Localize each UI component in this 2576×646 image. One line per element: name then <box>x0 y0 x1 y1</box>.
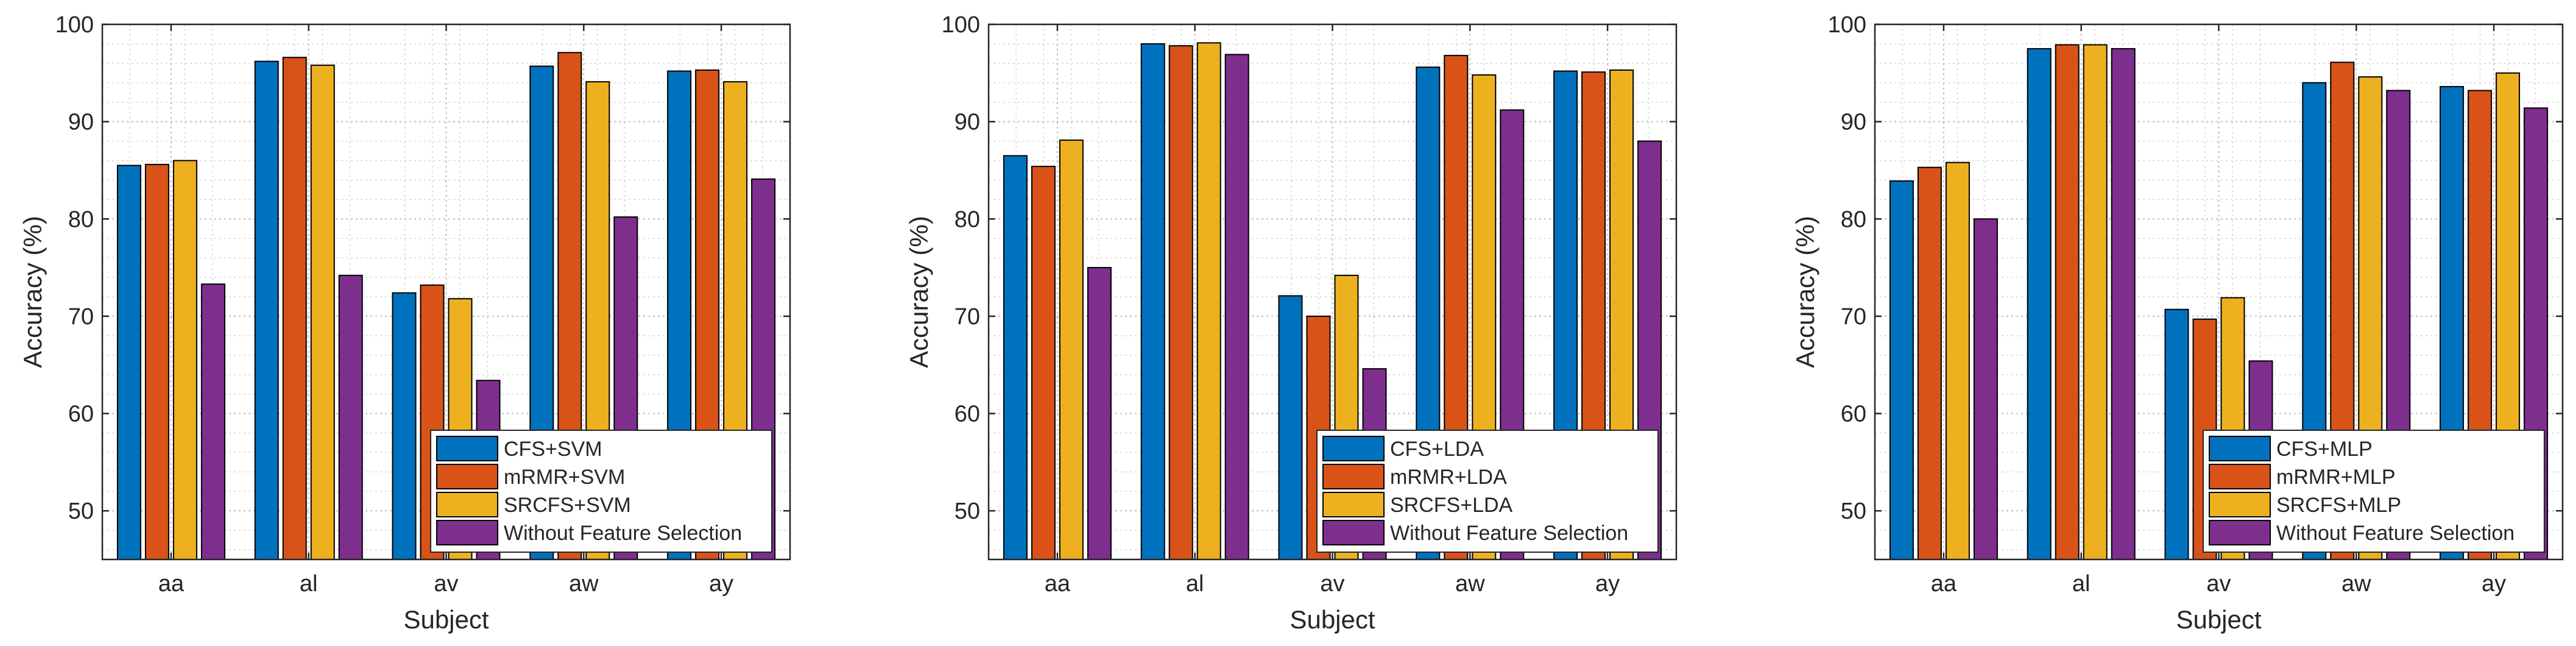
legend-swatch-4 <box>1322 520 1385 545</box>
legend-label-4: Without Feature Selection <box>1390 522 1628 545</box>
bar-al-series-2 <box>282 57 307 560</box>
legend-swatch-3 <box>1322 492 1385 517</box>
y-axis-title: Accuracy (%) <box>905 216 933 368</box>
legend-swatch-1 <box>1322 436 1385 461</box>
bar-aa-series-1 <box>1003 155 1028 560</box>
bar-av-series-1 <box>392 292 417 560</box>
bar-al-series-4 <box>338 274 363 560</box>
legend-label-4: Without Feature Selection <box>2276 522 2514 545</box>
bar-aa-series-4 <box>1087 267 1112 560</box>
legend-swatch-1 <box>436 436 498 461</box>
legend: CFS+LDA mRMR+LDA SRCFS+LDA Without Feature … <box>1316 430 1659 553</box>
bar-aa-series-1 <box>1889 180 1914 561</box>
y-tick-label: 60 <box>68 402 94 427</box>
legend-swatch-4 <box>2209 520 2271 545</box>
x-tick-label-al: al <box>1186 571 1204 597</box>
x-tick-label-aa: aa <box>1045 571 1071 597</box>
y-tick-label: 80 <box>68 207 94 232</box>
x-tick-label-ay: ay <box>2482 571 2506 597</box>
chart-panel-1: 50 60 70 80 90 100 aa al av aw ay Subject Accuracy (… <box>18 12 791 634</box>
legend-swatch-4 <box>436 520 498 545</box>
x-tick-label-aa: aa <box>158 571 185 597</box>
legend-label-2: mRMR+MLP <box>2276 466 2396 489</box>
bar-al-series-4 <box>2111 48 2136 560</box>
y-tick-label: 50 <box>68 499 94 524</box>
x-tick-label-aw: aw <box>569 571 599 597</box>
legend-swatch-3 <box>436 492 498 517</box>
y-axis-title: Accuracy (%) <box>1791 216 1819 368</box>
legend-swatch-2 <box>2209 464 2271 489</box>
y-tick-label: 60 <box>955 402 980 427</box>
x-tick-label-aw: aw <box>2341 571 2371 597</box>
x-tick-label-aw: aw <box>1455 571 1485 597</box>
y-tick-label: 70 <box>1841 304 1866 330</box>
bar-aa-series-1 <box>116 165 141 560</box>
x-tick-label-av: av <box>2206 571 2231 597</box>
bar-al-series-4 <box>1224 54 1249 561</box>
bar-av-series-1 <box>2164 308 2189 560</box>
bar-al-series-2 <box>2055 44 2080 561</box>
bar-al-series-3 <box>2083 44 2108 561</box>
bar-aa-series-3 <box>1059 139 1084 560</box>
bar-aa-series-3 <box>172 160 197 560</box>
x-tick-label-al: al <box>2072 571 2091 597</box>
y-tick-label: 100 <box>55 12 94 38</box>
chart-panel-3: 50 60 70 80 90 100 aa al av aw ay Subject Accuracy (… <box>1791 12 2564 634</box>
bar-aa-series-2 <box>1917 166 1942 560</box>
x-tick-label-av: av <box>434 571 458 597</box>
bar-al-series-1 <box>2027 48 2052 560</box>
legend-label-3: SRCFS+MLP <box>2276 494 2401 517</box>
y-tick-label: 100 <box>1828 12 1866 38</box>
y-tick-label: 70 <box>955 304 980 330</box>
y-tick-label: 90 <box>68 110 94 135</box>
bar-aa-series-4 <box>200 283 225 560</box>
bar-al-series-3 <box>1196 42 1221 560</box>
y-axis-title: Accuracy (%) <box>18 216 47 368</box>
legend-label-1: CFS+MLP <box>2276 438 2373 461</box>
x-tick-label-aa: aa <box>1931 571 1957 597</box>
y-tick-label: 90 <box>955 110 980 135</box>
x-tick-label-ay: ay <box>709 571 733 597</box>
x-axis-title: Subject <box>403 605 489 634</box>
y-tick-label: 80 <box>1841 207 1866 232</box>
legend-swatch-3 <box>2209 492 2271 517</box>
legend-label-3: SRCFS+SVM <box>504 494 631 517</box>
x-tick-label-ay: ay <box>1595 571 1620 597</box>
bar-aa-series-3 <box>1945 162 1970 560</box>
x-tick-label-av: av <box>1320 571 1344 597</box>
bar-al-series-2 <box>1168 45 1193 561</box>
bar-al-series-3 <box>310 65 335 560</box>
bar-av-series-1 <box>1278 295 1303 560</box>
legend-swatch-2 <box>436 464 498 489</box>
legend-label-1: CFS+SVM <box>504 438 602 461</box>
legend: CFS+MLP mRMR+MLP SRCFS+MLP Without Feature … <box>2203 430 2545 553</box>
y-tick-label: 80 <box>955 207 980 232</box>
bar-aa-series-4 <box>1973 218 1998 561</box>
bar-aa-series-2 <box>1031 166 1056 560</box>
legend-label-1: CFS+LDA <box>1390 438 1484 461</box>
y-tick-label: 50 <box>1841 499 1866 524</box>
legend-label-2: mRMR+SVM <box>504 466 625 489</box>
y-tick-label: 70 <box>68 304 94 330</box>
legend-label-3: SRCFS+LDA <box>1390 494 1513 517</box>
bar-al-series-1 <box>1140 43 1165 561</box>
y-tick-label: 90 <box>1841 110 1866 135</box>
bar-aa-series-2 <box>144 163 169 561</box>
x-axis-title: Subject <box>1290 605 1375 634</box>
y-tick-label: 50 <box>955 499 980 524</box>
bar-al-series-1 <box>254 60 279 561</box>
legend-label-2: mRMR+LDA <box>1390 466 1507 489</box>
legend: CFS+SVM mRMR+SVM SRCFS+SVM Without Feature … <box>430 430 772 553</box>
legend-swatch-2 <box>1322 464 1385 489</box>
legend-label-4: Without Feature Selection <box>504 522 742 545</box>
y-tick-label: 60 <box>1841 402 1866 427</box>
chart-panel-2: 50 60 70 80 90 100 aa al av aw ay Subject Accuracy (… <box>905 12 1678 634</box>
x-axis-title: Subject <box>2176 605 2261 634</box>
legend-swatch-1 <box>2209 436 2271 461</box>
x-tick-label-al: al <box>300 571 318 597</box>
y-tick-label: 100 <box>942 12 980 38</box>
